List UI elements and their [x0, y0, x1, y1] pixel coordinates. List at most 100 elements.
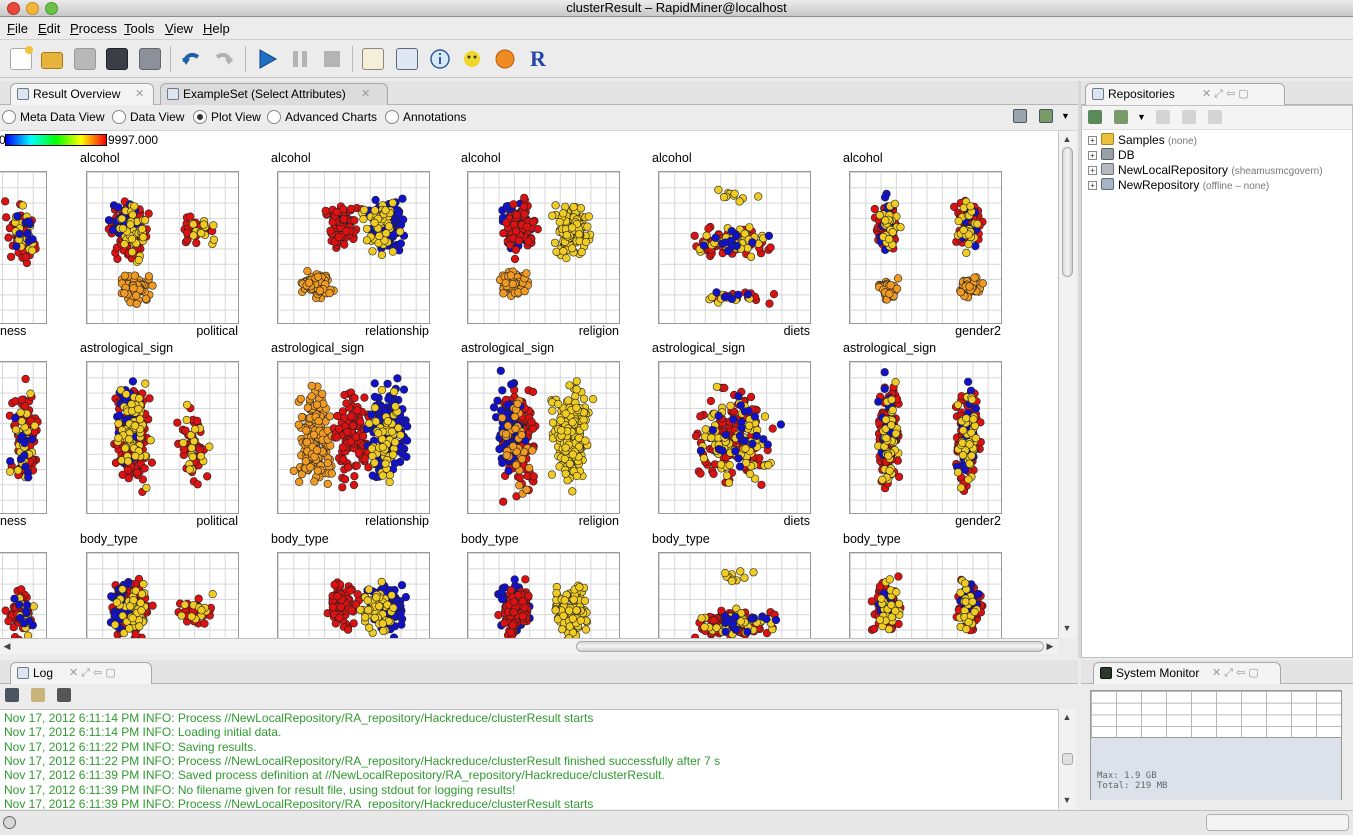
data-point [349, 480, 359, 490]
minimize-window-button[interactable] [26, 2, 39, 15]
color-scale-min-label: 0 [0, 133, 6, 147]
scatter-cell-astrological_sign-religion[interactable] [467, 361, 620, 514]
save-as-icon[interactable] [106, 48, 128, 70]
export-icon[interactable] [1039, 109, 1053, 123]
scatter-cell-alcohol-religion[interactable] [467, 171, 620, 324]
data-point [562, 253, 571, 263]
data-point [764, 231, 773, 241]
data-point [9, 623, 18, 632]
marketplace-icon[interactable] [494, 48, 516, 70]
advanced-charts-radio[interactable] [267, 110, 281, 124]
data-point [572, 606, 581, 615]
scatter-cell-alcohol-political[interactable] [86, 171, 239, 324]
menu-help[interactable]: Help [203, 21, 230, 36]
stop-icon[interactable] [321, 48, 343, 70]
data-point [529, 218, 538, 227]
x-axis-label: relationship [365, 514, 429, 528]
data-point [973, 219, 982, 229]
data-point [524, 237, 533, 246]
close-window-button[interactable] [7, 2, 20, 15]
meta-data-view-radio[interactable] [2, 110, 16, 124]
data-point [521, 575, 530, 584]
save-icon[interactable] [74, 48, 96, 70]
data-point [371, 195, 380, 205]
data-point [732, 231, 741, 241]
data-point [971, 434, 980, 443]
scatter-cell-body_type-ness[interactable] [0, 552, 47, 638]
data-point [525, 463, 534, 473]
data-point [892, 284, 902, 293]
scatter-cell-astrological_sign-political[interactable] [86, 361, 239, 514]
new-process-icon[interactable] [10, 46, 33, 70]
data-point [745, 421, 754, 430]
data-point [699, 454, 709, 463]
data-point [741, 444, 750, 453]
data-point [964, 239, 973, 249]
tab-exampleset[interactable]: ExampleSet (Select Attributes) ✕ [160, 83, 388, 105]
data-point [187, 443, 196, 453]
data-point [338, 483, 347, 492]
scatter-cell-astrological_sign-gender2[interactable] [849, 361, 1002, 514]
data-point [185, 465, 194, 474]
clone-view-icon[interactable] [1013, 109, 1027, 123]
scatter-cell-body_type-relationship[interactable] [277, 552, 430, 638]
menu-process[interactable]: Process [70, 21, 117, 36]
scatter-cell-body_type-gender2[interactable] [849, 552, 1002, 638]
annotations-radio[interactable] [385, 110, 399, 124]
scatter-cell-astrological_sign-ness[interactable] [0, 361, 47, 514]
redo-icon[interactable] [213, 48, 235, 70]
data-point [328, 603, 337, 612]
menu-tools[interactable]: Tools [124, 21, 155, 36]
menu-edit[interactable]: Edit [38, 21, 61, 36]
zoom-window-button[interactable] [45, 2, 58, 15]
run-icon[interactable] [256, 48, 278, 70]
undo-icon[interactable] [180, 48, 202, 70]
data-point [310, 477, 319, 486]
r-perspective-icon[interactable]: R [530, 46, 546, 71]
data-point [126, 220, 135, 229]
data-point [295, 477, 304, 486]
scatter-cell-astrological_sign-relationship[interactable] [277, 361, 430, 514]
open-process-icon[interactable] [41, 52, 63, 69]
data-point [885, 466, 894, 475]
scatter-cell-alcohol-ness[interactable] [0, 171, 47, 324]
plot-view-radio[interactable] [193, 110, 207, 124]
data-point [489, 403, 499, 412]
pause-icon[interactable] [289, 48, 311, 70]
chevron-down-icon[interactable]: ▼ [1061, 111, 1070, 121]
data-point [727, 577, 736, 586]
scatter-cell-body_type-diets[interactable] [658, 552, 811, 638]
data-point [313, 466, 322, 475]
data-point [194, 594, 203, 603]
data-point [10, 594, 19, 603]
scatter-cell-body_type-religion[interactable] [467, 552, 620, 638]
scatter-matrix-plot[interactable]: 0 9997.000 ness alcohol political alcohol re… [0, 131, 1058, 638]
scatter-cell-alcohol-gender2[interactable] [849, 171, 1002, 324]
result-perspective-icon[interactable] [396, 48, 418, 70]
data-point [196, 452, 206, 461]
scatter-cell-body_type-political[interactable] [86, 552, 239, 638]
welcome-perspective-icon[interactable] [429, 48, 451, 70]
data-point [730, 189, 739, 198]
scatter-cell-alcohol-relationship[interactable] [277, 171, 430, 324]
save-as-building-block-icon[interactable] [139, 48, 161, 70]
menu-file[interactable]: File [7, 21, 28, 36]
data-point [338, 443, 347, 452]
data-point [294, 420, 303, 429]
close-tab-icon[interactable]: ✕ [135, 88, 145, 100]
data-point [762, 614, 771, 624]
data-point [399, 385, 409, 394]
close-tab-icon[interactable]: ✕ [361, 88, 371, 100]
scatter-cell-alcohol-diets[interactable] [658, 171, 811, 324]
data-view-radio[interactable] [112, 110, 126, 124]
tab-result-overview[interactable]: Result Overview ✕ [10, 83, 154, 105]
wizard-icon[interactable] [461, 48, 483, 70]
data-point [135, 622, 144, 631]
data-point [709, 616, 718, 625]
design-perspective-icon[interactable] [362, 48, 384, 70]
data-point [511, 460, 521, 470]
meta-data-view-label: Meta Data View [20, 110, 105, 124]
data-point [17, 585, 26, 594]
scatter-cell-astrological_sign-diets[interactable] [658, 361, 811, 514]
menu-view[interactable]: View [165, 21, 193, 36]
